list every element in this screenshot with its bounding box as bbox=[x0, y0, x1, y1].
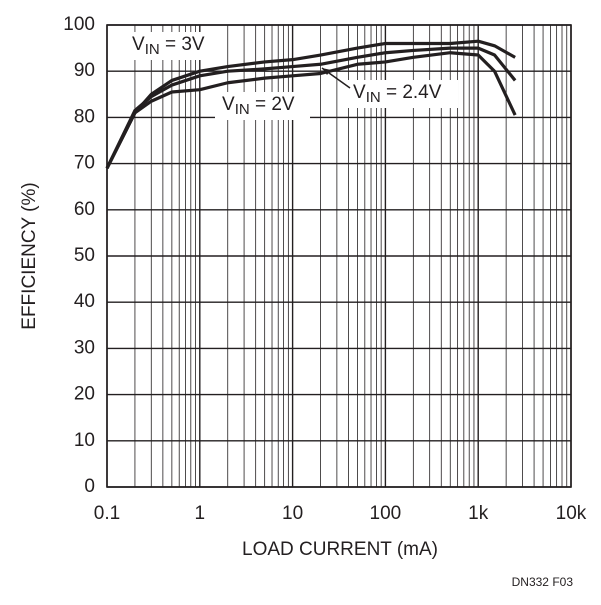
y-tick-label: 90 bbox=[74, 60, 95, 81]
line bbox=[105, 46, 517, 169]
y-tick-label: 50 bbox=[74, 245, 95, 266]
y-tick-label: 60 bbox=[74, 199, 95, 220]
arrow-head bbox=[322, 68, 331, 75]
y-tick-label: 70 bbox=[74, 153, 95, 174]
x-tick-label: 100 bbox=[370, 503, 402, 524]
x-tick-label: 1k bbox=[468, 503, 489, 524]
y-axis-title: EFFICIENCY (%) bbox=[19, 182, 40, 329]
x-tick-label: 1 bbox=[195, 503, 206, 524]
label-background bbox=[126, 32, 226, 60]
x-tick-label: 10 bbox=[282, 503, 303, 524]
series-label: VIN = 2.4V bbox=[353, 82, 442, 106]
y-tick-label: 20 bbox=[74, 384, 95, 405]
x-axis-title: LOAD CURRENT (mA) bbox=[242, 539, 438, 560]
y-tick-label: 100 bbox=[63, 14, 95, 35]
grid bbox=[106, 24, 572, 488]
x-tick-label: 10k bbox=[556, 503, 587, 524]
plot-frame bbox=[106, 24, 572, 488]
y-tick-label: 80 bbox=[74, 106, 95, 127]
y-tick-label: 0 bbox=[84, 476, 95, 497]
series-label: VIN = 3V bbox=[132, 34, 205, 58]
series-label: VIN = 2V bbox=[222, 94, 295, 118]
y-tick-label: 40 bbox=[74, 291, 95, 312]
label-background bbox=[346, 80, 458, 108]
label-background bbox=[215, 92, 310, 120]
x-tick-label: 0.1 bbox=[94, 503, 120, 524]
line bbox=[105, 51, 517, 169]
footnote: DN332 F03 bbox=[512, 575, 574, 589]
line bbox=[105, 39, 516, 169]
y-tick-label: 10 bbox=[74, 430, 95, 451]
y-tick-label: 30 bbox=[74, 337, 95, 358]
